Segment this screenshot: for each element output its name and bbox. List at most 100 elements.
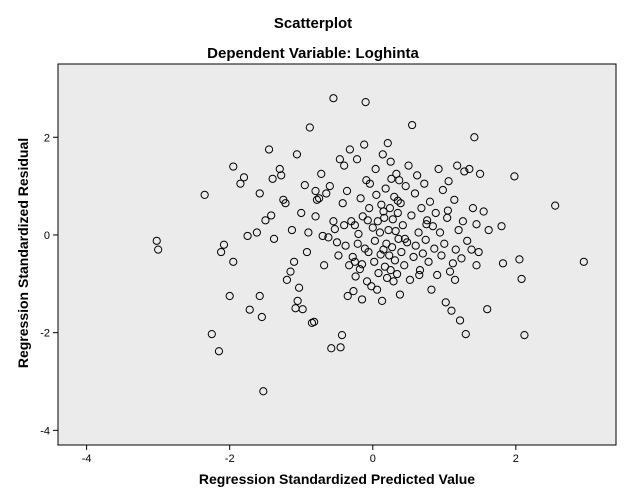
data-point <box>394 234 403 243</box>
data-point <box>371 164 380 174</box>
data-point <box>292 150 302 159</box>
x-tick-label: -4 <box>82 453 92 465</box>
data-point <box>380 213 389 222</box>
data-point <box>293 296 302 306</box>
data-point <box>375 228 385 237</box>
x-tick-label: -2 <box>225 453 235 465</box>
data-point <box>409 252 418 262</box>
data-point <box>404 161 413 170</box>
data-point <box>217 247 226 257</box>
data-point <box>225 291 234 301</box>
data-point <box>391 226 400 236</box>
data-point <box>298 305 307 314</box>
data-point <box>458 217 468 226</box>
data-point <box>353 239 362 248</box>
data-point <box>264 145 274 154</box>
data-point <box>268 174 277 183</box>
data-point <box>420 179 429 188</box>
data-point <box>302 247 312 257</box>
data-point <box>421 235 430 244</box>
data-point <box>318 231 327 241</box>
data-point <box>460 167 469 176</box>
data-point <box>443 206 452 215</box>
axis-ticks: -4 -2 0 2 -4 -2 0 2 <box>40 132 519 465</box>
data-point <box>355 265 364 274</box>
data-point <box>229 162 238 171</box>
data-point <box>345 145 354 154</box>
y-tick-label: 2 <box>44 132 50 144</box>
data-point <box>378 150 387 159</box>
data-point <box>255 291 264 301</box>
data-point <box>338 199 347 208</box>
data-point <box>325 182 334 191</box>
data-point <box>441 298 450 307</box>
data-point <box>324 233 333 242</box>
data-point <box>383 139 392 148</box>
data-point <box>267 211 276 220</box>
data-point <box>372 285 382 294</box>
data-point <box>200 190 209 200</box>
data-point <box>440 239 449 248</box>
data-point <box>329 94 338 103</box>
data-point <box>379 207 388 216</box>
data-point <box>358 212 367 221</box>
data-point <box>372 190 381 200</box>
data-point <box>408 120 417 130</box>
data-point <box>405 275 415 284</box>
data-point <box>423 216 432 225</box>
data-point <box>445 267 455 276</box>
data-point <box>474 247 483 257</box>
data-point <box>551 201 560 210</box>
data-point <box>415 270 424 280</box>
data-point <box>349 287 358 296</box>
data-points <box>152 94 588 396</box>
data-point <box>411 241 420 250</box>
data-point <box>510 172 519 181</box>
data-point <box>370 257 379 266</box>
data-point <box>259 387 268 396</box>
data-point <box>386 157 395 166</box>
data-point <box>348 252 357 262</box>
data-point <box>332 238 342 247</box>
data-point <box>448 259 457 268</box>
data-point <box>297 208 306 218</box>
data-point <box>470 133 479 142</box>
data-point <box>386 266 395 275</box>
data-point <box>255 189 264 198</box>
data-point <box>340 221 349 230</box>
data-point <box>243 231 252 241</box>
data-point <box>410 189 420 198</box>
data-point <box>484 225 493 235</box>
data-point <box>413 171 422 180</box>
data-point <box>305 123 314 132</box>
data-point <box>152 236 161 245</box>
data-point <box>450 195 459 204</box>
data-point <box>422 220 431 229</box>
data-point <box>376 250 385 259</box>
data-point <box>286 267 295 276</box>
data-point <box>322 189 331 198</box>
data-point <box>362 277 372 286</box>
data-point <box>357 295 367 304</box>
data-point <box>389 277 398 286</box>
data-point <box>317 169 326 179</box>
y-axis-label: Regression Standardized Residual <box>15 138 31 368</box>
data-point <box>334 251 343 260</box>
data-point <box>219 240 229 249</box>
data-point <box>377 296 387 306</box>
data-point <box>517 274 526 284</box>
y-tick-label: -2 <box>40 328 50 340</box>
data-point <box>461 330 470 339</box>
data-point <box>294 283 304 292</box>
data-point <box>277 171 286 180</box>
data-point <box>433 270 442 280</box>
data-point <box>365 179 375 188</box>
chart-subtitle: Dependent Variable: Loghinta <box>207 45 419 62</box>
data-point <box>396 199 405 208</box>
data-point <box>400 261 409 270</box>
data-point <box>437 251 446 260</box>
data-point <box>579 257 588 266</box>
data-point <box>515 255 524 264</box>
data-point <box>373 217 382 226</box>
data-point <box>351 272 360 281</box>
